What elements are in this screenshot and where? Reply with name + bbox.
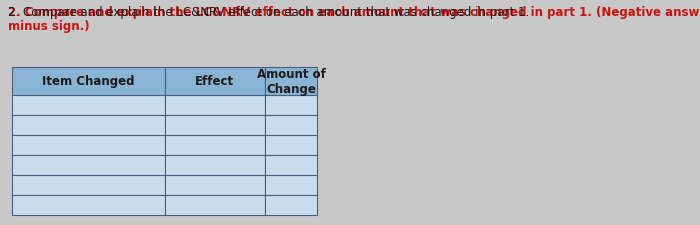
Bar [265,115,317,135]
Bar [164,135,265,155]
Bar [12,115,164,135]
Bar [164,155,265,175]
Text: Item Changed: Item Changed [42,75,134,88]
Text: 2. Compare and explain the LC&NRV effect on each amount that was changed in part: 2. Compare and explain the LC&NRV effect… [8,6,533,19]
Bar [265,155,317,175]
Bar [265,68,317,96]
Bar [164,175,265,195]
Text: minus sign.): minus sign.) [8,20,90,33]
Text: Effect: Effect [195,75,234,88]
Bar [164,115,265,135]
Bar [12,155,164,175]
Bar [265,175,317,195]
Bar [12,68,164,96]
Bar [265,96,317,115]
Bar [12,96,164,115]
Bar [164,96,265,115]
Bar [265,135,317,155]
Bar [12,135,164,155]
Bar [12,175,164,195]
Text: Amount of
Change: Amount of Change [257,68,326,96]
Bar [12,195,164,215]
Bar [265,195,317,215]
Text: 2. Compare and explain the LC&NRV effect on each amount that was changed in part: 2. Compare and explain the LC&NRV effect… [8,6,700,19]
Bar [164,68,265,96]
Bar [164,195,265,215]
